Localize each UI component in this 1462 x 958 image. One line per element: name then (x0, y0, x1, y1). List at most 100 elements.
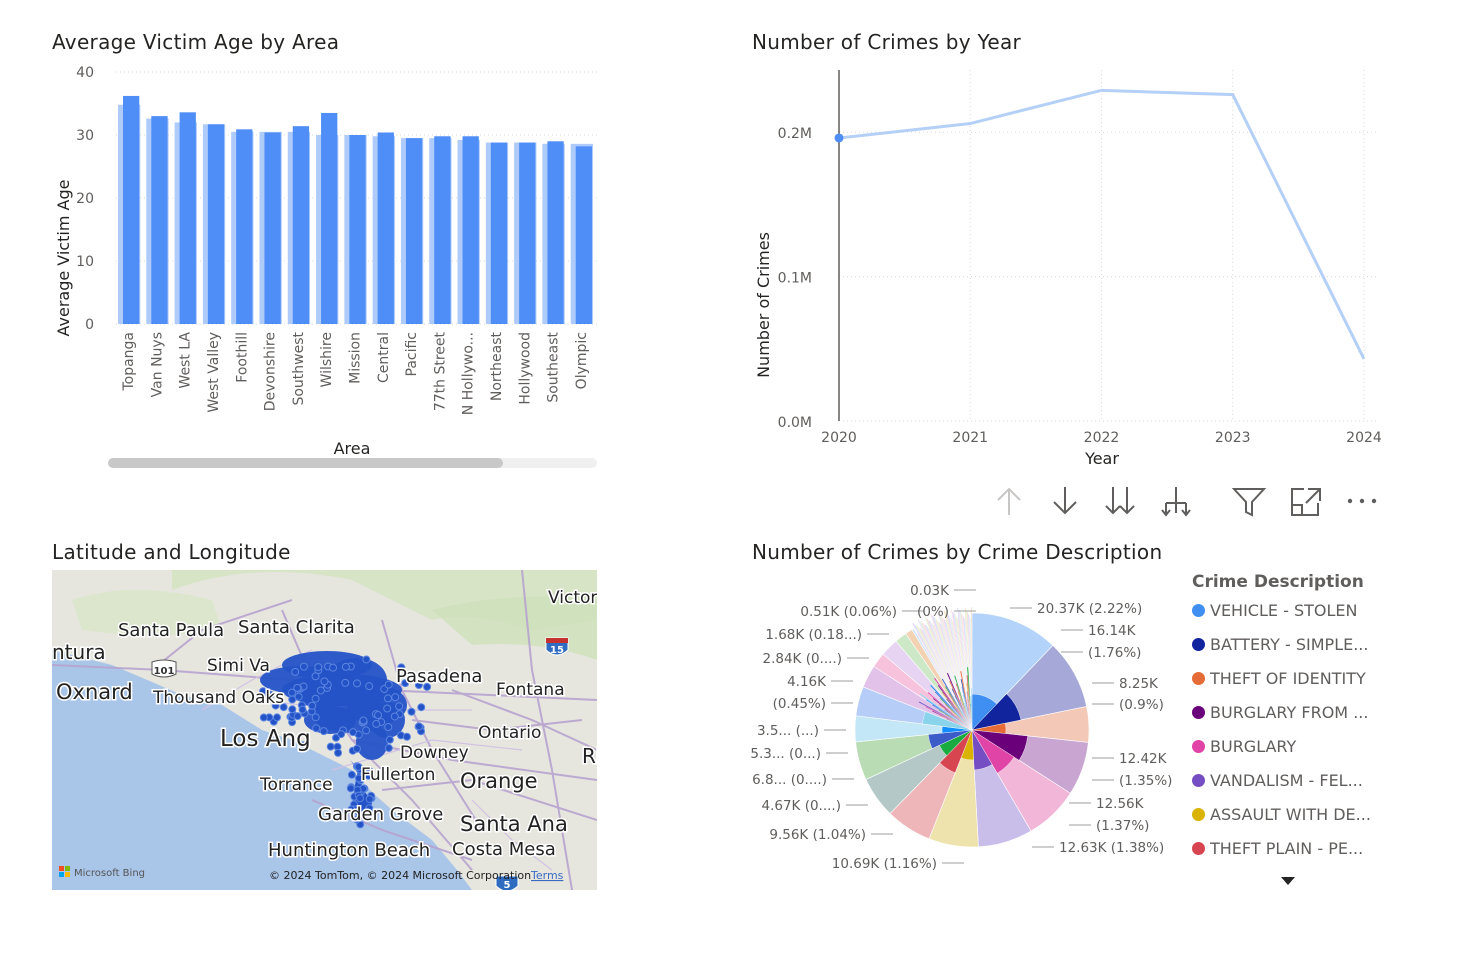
pie-inner-slice-small[interactable] (960, 678, 973, 731)
map-point[interactable] (259, 713, 268, 722)
pie-inner-slice-small[interactable] (937, 684, 973, 731)
map-point[interactable] (348, 728, 357, 737)
pie-slice-small[interactable] (943, 609, 973, 731)
pie-slice-small[interactable] (914, 624, 973, 731)
pie-inner-slice-9[interactable] (928, 729, 973, 749)
map-terms-link[interactable]: Terms (530, 869, 564, 882)
pie-inner-slice-small[interactable] (946, 718, 973, 731)
map-point[interactable] (271, 701, 280, 710)
bar-front-13[interactable] (490, 142, 508, 324)
map-point[interactable] (294, 692, 303, 701)
bar-front-0[interactable] (123, 95, 140, 324)
map-point[interactable] (347, 770, 356, 779)
pie-inner-slice-small[interactable] (955, 683, 973, 731)
map-point[interactable] (383, 704, 392, 713)
pie-slice-small[interactable] (942, 617, 973, 731)
pie-slice-small[interactable] (950, 609, 973, 731)
bar-scrollbar-thumb[interactable] (108, 458, 503, 468)
map-point[interactable] (341, 678, 350, 687)
pie-slice-small[interactable] (947, 615, 973, 731)
map-point[interactable] (346, 784, 355, 793)
pie-slice-small[interactable] (970, 606, 973, 731)
more-options-icon[interactable] (1344, 483, 1380, 519)
pie-inner-slice-small[interactable] (960, 670, 973, 731)
pie-inner-slice-small[interactable] (944, 709, 973, 731)
pie-slice-3[interactable] (971, 729, 1089, 794)
pie-slice-5[interactable] (971, 729, 1032, 848)
pie-slice-small[interactable] (932, 624, 973, 731)
pie-slice-small[interactable] (938, 621, 973, 731)
pie-slice-small[interactable] (921, 621, 973, 731)
pie-inner-slice-small[interactable] (925, 706, 973, 731)
pie-inner-slice-11[interactable] (922, 711, 973, 731)
pie-slice-small[interactable] (935, 618, 973, 731)
bar-front-6[interactable] (292, 126, 310, 325)
legend-item[interactable]: BURGLARY FROM ... (1192, 703, 1368, 722)
pie-inner-slice-small[interactable] (961, 686, 973, 731)
pie-inner-slice-8[interactable] (939, 729, 973, 756)
pie-slice-9[interactable] (855, 729, 973, 780)
pie-inner-slice-small[interactable] (970, 703, 973, 731)
pie-slice-10[interactable] (854, 715, 973, 743)
map-point[interactable] (326, 742, 335, 751)
pie-inner-slice-small[interactable] (967, 707, 973, 731)
pie-slice-15[interactable] (895, 633, 973, 731)
pie-slice-small[interactable] (964, 608, 973, 731)
pie-slice-small[interactable] (969, 617, 973, 731)
map-point[interactable] (359, 716, 368, 725)
pie-inner-slice-small[interactable] (950, 705, 973, 731)
pie-slice-small[interactable] (933, 616, 973, 731)
pie-slice-small[interactable] (927, 627, 973, 731)
pie-inner-slice-small[interactable] (927, 691, 973, 731)
pie-slice-small[interactable] (952, 611, 973, 731)
pie-inner-slice-small[interactable] (948, 693, 973, 731)
pie-inner-slice-small[interactable] (950, 714, 973, 731)
legend-item[interactable]: VEHICLE - STOLEN (1192, 601, 1357, 620)
map-point[interactable] (354, 762, 363, 771)
map-visual[interactable]: Victor Santa Paula Santa Clarita ntura Simi … (52, 570, 597, 890)
pie-inner-slice-4[interactable] (971, 729, 1015, 774)
map-point[interactable] (423, 682, 432, 691)
pie-slice-2[interactable] (971, 706, 1090, 743)
pie-inner-slice-small[interactable] (939, 697, 973, 731)
pie-inner-slice-small[interactable] (959, 698, 973, 731)
pie-slice-small[interactable] (931, 615, 973, 731)
pie-inner-slice-3[interactable] (971, 729, 1028, 761)
pie-slice-small[interactable] (930, 613, 973, 731)
pie-slice-small[interactable] (926, 618, 973, 731)
pie-slice-small[interactable] (964, 619, 973, 731)
pie-inner-slice-small[interactable] (964, 702, 973, 731)
bar-front-9[interactable] (377, 132, 394, 324)
pie-inner-slice-small[interactable] (938, 709, 973, 731)
map-point[interactable] (352, 679, 361, 688)
pie-slice-small[interactable] (950, 618, 973, 731)
map-point[interactable] (362, 655, 371, 664)
pie-inner-slice-small[interactable] (938, 703, 973, 731)
map-point[interactable] (311, 694, 320, 703)
bar-front-8[interactable] (349, 135, 366, 324)
pie-inner-slice-small[interactable] (946, 698, 973, 731)
bar-front-12[interactable] (462, 136, 479, 324)
pie-inner-slice-small[interactable] (962, 694, 973, 731)
map-point[interactable] (337, 730, 346, 739)
pie-slice-7[interactable] (889, 729, 973, 840)
bar-front-10[interactable] (405, 138, 423, 324)
map-point[interactable] (316, 686, 325, 695)
pie-inner-slice-small[interactable] (941, 678, 973, 731)
pie-slice-small[interactable] (915, 625, 973, 731)
pie-inner-slice-small[interactable] (951, 688, 973, 731)
map-point[interactable] (299, 662, 308, 671)
pie-slice-small[interactable] (963, 617, 973, 731)
line-chart[interactable]: 0.0M 0.1M 0.2M 2020 2021 2022 2023 2024 Number… (740, 60, 1420, 480)
map-canvas[interactable]: Victor Santa Paula Santa Clarita ntura Simi … (52, 570, 597, 890)
map-point[interactable] (311, 713, 320, 722)
pie-slice-small[interactable] (943, 619, 973, 731)
map-point[interactable] (397, 663, 406, 672)
map-point[interactable] (329, 663, 338, 672)
pie-inner-slice-small[interactable] (953, 722, 973, 731)
pie-slice-1[interactable] (971, 645, 1087, 731)
pie-inner-slice-small[interactable] (931, 710, 973, 731)
pie-slice-6[interactable] (928, 729, 979, 848)
map-point[interactable] (401, 679, 410, 688)
map-point[interactable] (347, 805, 356, 814)
